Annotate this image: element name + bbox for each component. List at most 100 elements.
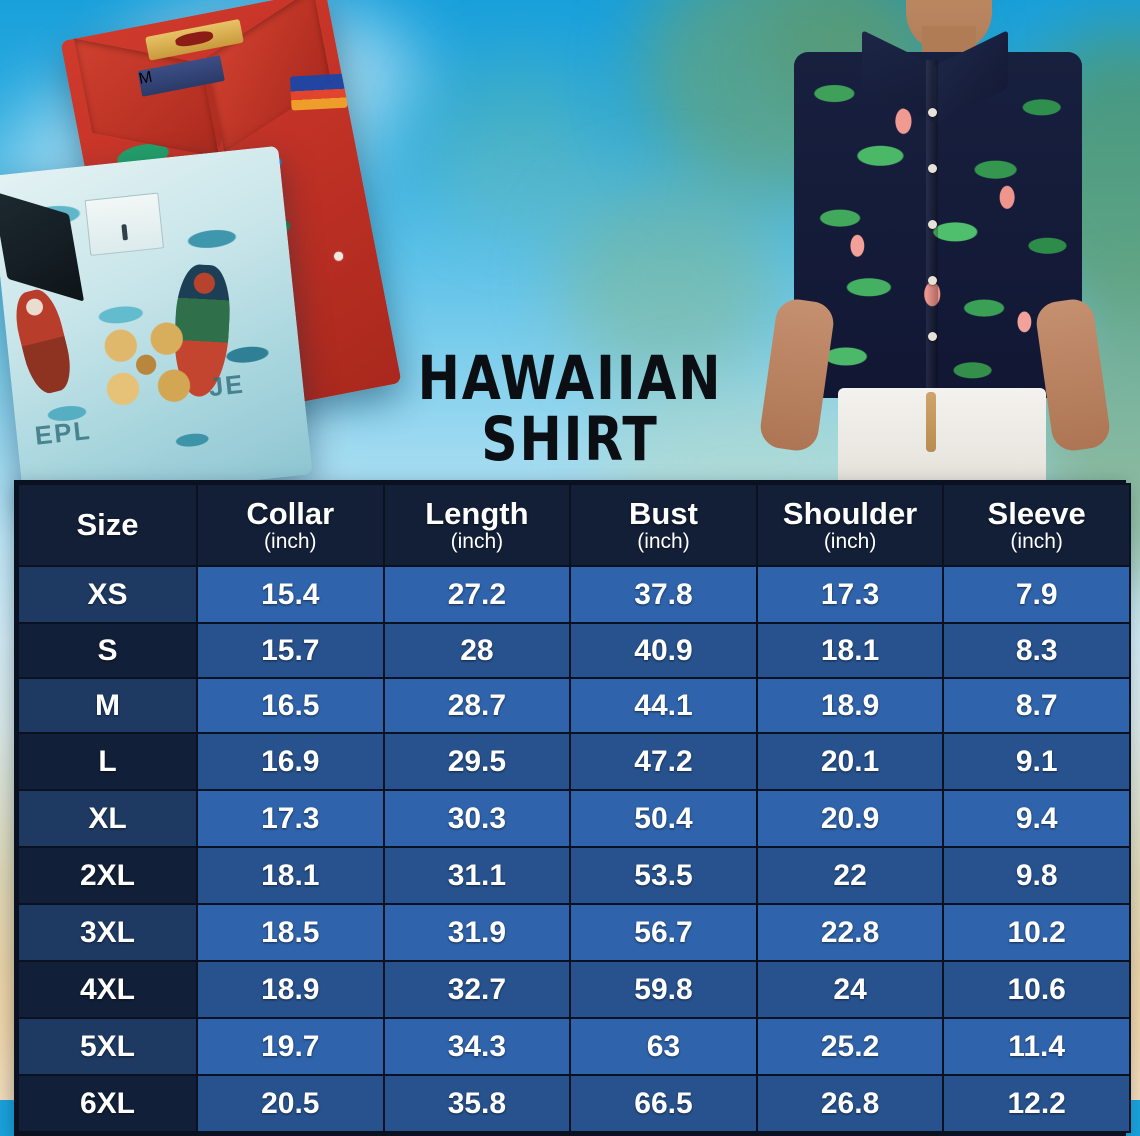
cell-collar: 18.9 [196, 960, 385, 1019]
model-white-shorts [838, 388, 1046, 492]
model-shirt-button-4 [928, 276, 937, 285]
cell-collar: 15.4 [196, 565, 385, 624]
cell-sleeve: 8.7 [942, 677, 1131, 734]
cell-size: M [17, 677, 198, 734]
cell-length: 27.2 [382, 565, 572, 624]
cell-bust: 40.9 [569, 622, 758, 679]
cell-collar: 18.1 [196, 846, 385, 905]
cell-size: XL [17, 789, 198, 848]
cell-bust: 44.1 [569, 677, 758, 734]
cell-collar: 16.5 [196, 677, 385, 734]
cell-size: L [17, 732, 198, 791]
red-shirt-collar-left [74, 38, 220, 158]
teal-shirt-print-text-right: JE [207, 368, 247, 403]
model-shirt-button-3 [928, 220, 937, 229]
column-header-sleeve-unit: (inch) [1010, 529, 1063, 553]
cell-collar: 20.5 [196, 1074, 385, 1133]
teal-shirt-chest-pocket [84, 192, 165, 256]
cell-size: 4XL [17, 960, 198, 1019]
cell-collar: 16.9 [196, 732, 385, 791]
cell-shoulder: 24 [755, 960, 945, 1019]
table-row: XS 15.4 27.2 37.8 17.3 7.9 [17, 565, 1131, 624]
column-header-sleeve: Sleeve (inch) [942, 483, 1131, 567]
column-header-size-label: Size [76, 507, 139, 543]
cell-bust: 37.8 [569, 565, 758, 624]
cell-sleeve: 10.2 [942, 903, 1131, 962]
cell-size: 3XL [17, 903, 198, 962]
table-row: 6XL 20.5 35.8 66.5 26.8 12.2 [17, 1074, 1131, 1133]
column-header-collar-unit: (inch) [264, 529, 317, 553]
cell-length: 34.3 [382, 1017, 572, 1076]
table-row: 3XL 18.5 31.9 56.7 22.8 10.2 [17, 903, 1131, 962]
cell-size: 5XL [17, 1017, 198, 1076]
column-header-bust-label: Bust [629, 495, 698, 531]
cell-sleeve: 11.4 [942, 1017, 1131, 1076]
cell-bust: 56.7 [569, 903, 758, 962]
column-header-bust-unit: (inch) [637, 529, 690, 553]
cell-length: 35.8 [382, 1074, 572, 1133]
cell-collar: 19.7 [196, 1017, 385, 1076]
table-row: 2XL 18.1 31.1 53.5 22 9.8 [17, 846, 1131, 905]
cell-sleeve: 9.4 [942, 789, 1131, 848]
cell-bust: 53.5 [569, 846, 758, 905]
model-shirt-button-2 [928, 164, 937, 173]
column-header-shoulder-unit: (inch) [823, 529, 877, 553]
cell-shoulder: 17.3 [755, 565, 945, 624]
teal-shirt-print-text-left: EPL [33, 414, 93, 451]
table-row: XL 17.3 30.3 50.4 20.9 9.4 [17, 789, 1131, 848]
cell-length: 28 [382, 622, 572, 679]
teal-shirt-parrot-motif-left [9, 285, 78, 398]
cell-bust: 63 [569, 1017, 758, 1076]
male-model-photo [730, 0, 1140, 492]
cell-sleeve: 12.2 [942, 1074, 1131, 1133]
teal-hawaiian-shirt: EPL JE [0, 145, 313, 505]
column-header-collar: Collar (inch) [196, 483, 385, 567]
cell-shoulder: 18.9 [755, 677, 945, 734]
size-chart-header: Size Collar (inch) Length (inch) Bust (i… [17, 483, 1131, 567]
column-header-bust: Bust (inch) [569, 483, 758, 567]
column-header-length-label: Length [425, 495, 529, 531]
cell-length: 32.7 [382, 960, 572, 1019]
model-shorts-drawstring [926, 392, 936, 452]
size-chart-body: XS 15.4 27.2 37.8 17.3 7.9 S 15.7 28 40.… [17, 565, 1131, 1133]
table-row: S 15.7 28 40.9 18.1 8.3 [17, 622, 1131, 679]
cell-sleeve: 9.8 [942, 846, 1131, 905]
size-chart-table: Size Collar (inch) Length (inch) Bust (i… [17, 483, 1131, 1133]
red-shirt-sleeve-logo [289, 73, 348, 111]
cell-shoulder: 20.1 [755, 732, 945, 791]
table-header-row: Size Collar (inch) Length (inch) Bust (i… [17, 483, 1131, 567]
cell-sleeve: 9.1 [942, 732, 1131, 791]
column-header-shoulder-label: Shoulder [782, 495, 918, 531]
cell-sleeve: 10.6 [942, 960, 1131, 1019]
cell-collar: 17.3 [196, 789, 385, 848]
cell-bust: 59.8 [569, 960, 758, 1019]
cell-length: 29.5 [382, 732, 572, 791]
column-header-shoulder: Shoulder (inch) [755, 483, 945, 567]
cell-shoulder: 22 [755, 846, 945, 905]
cell-shoulder: 22.8 [755, 903, 945, 962]
cell-shoulder: 20.9 [755, 789, 945, 848]
cell-length: 28.7 [382, 677, 572, 734]
model-shirt-button-5 [928, 332, 937, 341]
cell-bust: 50.4 [569, 789, 758, 848]
column-header-sleeve-label: Sleeve [987, 495, 1086, 531]
cell-bust: 47.2 [569, 732, 758, 791]
cell-collar: 18.5 [196, 903, 385, 962]
table-row: 5XL 19.7 34.3 63 25.2 11.4 [17, 1017, 1131, 1076]
column-header-size: Size [17, 483, 198, 567]
cell-shoulder: 18.1 [755, 622, 945, 679]
table-row: L 16.9 29.5 47.2 20.1 9.1 [17, 732, 1131, 791]
column-header-collar-label: Collar [246, 495, 335, 531]
cell-sleeve: 7.9 [942, 565, 1131, 624]
table-row: 4XL 18.9 32.7 59.8 24 10.6 [17, 960, 1131, 1019]
model-shirt-button-1 [928, 108, 937, 117]
foliage-blur-5 [560, 180, 780, 380]
page-title: HAWAIIAN SHIRT [417, 343, 723, 475]
column-header-length: Length (inch) [382, 483, 572, 567]
cell-size: 2XL [17, 846, 198, 905]
cell-size: 6XL [17, 1074, 198, 1133]
cell-bust: 66.5 [569, 1074, 758, 1133]
cell-length: 31.1 [382, 846, 572, 905]
cell-length: 30.3 [382, 789, 572, 848]
size-chart-table-container: Size Collar (inch) Length (inch) Bust (i… [14, 480, 1131, 1136]
